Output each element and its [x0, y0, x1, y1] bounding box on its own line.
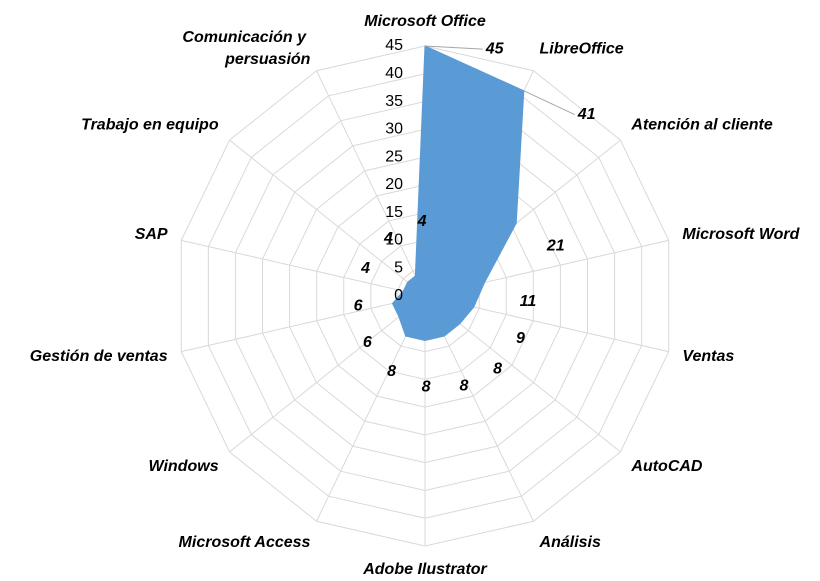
- value-label: 8: [387, 363, 396, 380]
- value-label: 8: [422, 379, 431, 396]
- spoke: [181, 295, 426, 353]
- leader-line: [424, 45, 483, 50]
- value-label: 9: [516, 330, 525, 347]
- spoke: [229, 295, 426, 453]
- y-tick-label: 25: [385, 148, 403, 165]
- value-label: 6: [363, 334, 372, 351]
- value-label: 4: [417, 213, 427, 230]
- value-label: 41: [577, 106, 596, 123]
- category-label: Atención al cliente: [630, 116, 772, 133]
- category-label: Ventas: [682, 348, 734, 365]
- category-label: Microsoft Access: [179, 534, 311, 551]
- y-tick-label: 5: [394, 259, 403, 276]
- spoke: [229, 139, 426, 297]
- value-label: 4: [383, 230, 393, 247]
- value-label: 8: [493, 360, 502, 377]
- category-label: Trabajo en equipo: [81, 116, 219, 133]
- category-label: AutoCAD: [630, 458, 703, 475]
- value-label: 21: [546, 237, 565, 254]
- y-tick-label: 10: [385, 232, 403, 249]
- spoke: [316, 70, 426, 297]
- value-label: 45: [485, 40, 505, 57]
- category-label: Microsoft Word: [682, 226, 800, 243]
- value-label: 6: [354, 297, 363, 314]
- y-tick-label: 0: [394, 287, 403, 304]
- category-label: LibreOffice: [540, 40, 624, 57]
- value-label: 11: [520, 293, 537, 310]
- category-label: Comunicación y persuasión: [182, 29, 310, 68]
- category-label: Adobe Ilustrator: [362, 561, 487, 578]
- category-label: SAP: [135, 226, 168, 243]
- data-area: [391, 45, 525, 341]
- y-tick-label: 40: [385, 65, 403, 82]
- y-tick-label: 35: [385, 93, 403, 110]
- category-label: Microsoft Office: [364, 13, 486, 30]
- category-label: Gestión de ventas: [30, 348, 168, 365]
- y-tick-label: 15: [385, 204, 403, 221]
- category-label: Windows: [149, 458, 219, 475]
- value-label: 8: [459, 378, 468, 395]
- spoke: [181, 239, 426, 297]
- category-label: Análisis: [539, 534, 601, 551]
- y-tick-label: 20: [385, 176, 403, 193]
- y-tick-label: 45: [385, 37, 403, 54]
- value-label: 4: [360, 260, 370, 277]
- leader-line: [523, 90, 575, 115]
- y-tick-label: 30: [385, 121, 403, 138]
